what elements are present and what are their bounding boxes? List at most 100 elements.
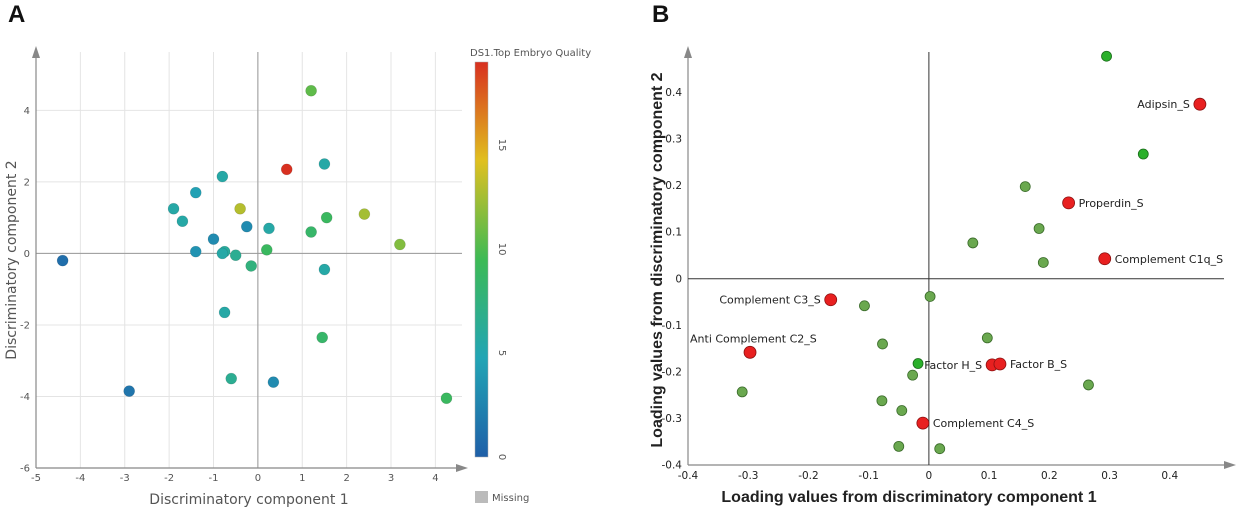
y-tick-label: -2 <box>20 320 30 331</box>
loading-point <box>877 338 888 350</box>
panel-b-zero-lines <box>688 52 1224 465</box>
data-point <box>280 163 293 176</box>
panel-a-grid <box>36 52 462 468</box>
panel-b-y-label: Loading values from discriminatory compo… <box>649 72 666 447</box>
y-tick-label: 4 <box>24 106 30 117</box>
x-tick-label: -2 <box>164 473 174 484</box>
panel-b-points: Adipsin_S Properdin_S Complement C1q_S Comp… <box>690 50 1223 455</box>
data-point <box>176 215 189 228</box>
point-label: Adipsin_S <box>1137 98 1190 111</box>
panel-b-label: B <box>652 1 669 28</box>
data-point <box>167 202 180 215</box>
x-tick-label: -0.1 <box>858 470 879 482</box>
labeled-loading-point <box>993 357 1007 371</box>
y-tick-label: 0.1 <box>665 227 682 239</box>
data-point <box>305 226 317 238</box>
colorbar-tick-label: 15 <box>496 139 507 152</box>
data-point <box>358 208 371 220</box>
data-point <box>316 331 329 344</box>
data-point <box>234 202 246 215</box>
colorbar-title: DS1.Top Embryo Quality <box>470 48 591 59</box>
y-tick-label: 2 <box>24 177 30 188</box>
loading-point <box>981 332 993 344</box>
loading-point <box>967 237 979 249</box>
loading-point <box>907 369 919 381</box>
y-tick-label: -6 <box>20 464 30 475</box>
x-tick-label: 2 <box>343 473 349 484</box>
data-point <box>225 372 238 385</box>
data-point <box>216 247 229 260</box>
x-tick-label: -5 <box>31 473 41 484</box>
loading-point <box>924 291 936 302</box>
labeled-loading-point <box>916 416 930 430</box>
y-tick-label: 0.2 <box>665 180 682 192</box>
labeled-loading-point <box>743 345 757 359</box>
panel-a-plot: -5 -4 -3 -2 -1 0 1 2 3 4 -6 -4 -2 0 2 4 Discriminatory … <box>4 46 468 508</box>
panel-a-y-label: Discriminatory component 2 <box>4 160 20 359</box>
loading-point <box>1033 223 1045 234</box>
x-tick-label: 4 <box>432 473 438 484</box>
colorbar-missing-label: Missing <box>492 493 529 504</box>
point-label: Complement C3_S <box>719 294 820 307</box>
data-point <box>260 244 273 256</box>
data-point <box>320 211 333 224</box>
labeled-loading-point <box>824 293 838 307</box>
loading-point <box>736 386 748 398</box>
panel-a-y-arrow-icon <box>32 46 40 58</box>
data-point <box>189 245 202 258</box>
panel-b-x-label: Loading values from discriminatory compo… <box>721 489 1096 506</box>
colorbar-gradient <box>474 61 489 458</box>
loading-point <box>934 443 946 455</box>
y-tick-label: 0.4 <box>665 87 682 99</box>
data-point <box>394 238 406 251</box>
panel-b-ticks: -0.4 -0.3 -0.2 -0.1 0 0.1 0.2 0.3 0.4 -0.4 -0.3 -0.… <box>662 87 1179 482</box>
loading-point <box>876 395 888 407</box>
y-tick-label: -0.3 <box>662 413 683 425</box>
x-tick-label: 0 <box>255 473 261 484</box>
data-point <box>240 220 253 233</box>
x-tick-label: -0.3 <box>738 470 759 482</box>
panel-a-x-label: Discriminatory component 1 <box>149 492 348 508</box>
data-point <box>123 385 135 397</box>
loading-point-highlight <box>1101 50 1112 62</box>
panel-b-x-arrow-icon <box>1224 461 1236 469</box>
loading-point <box>1037 257 1049 268</box>
x-tick-label: -0.4 <box>678 470 699 482</box>
loading-point <box>893 440 905 452</box>
data-point <box>267 376 280 388</box>
colorbar-ticks: 0 5 10 15 <box>496 139 507 460</box>
y-tick-label: -4 <box>20 392 30 403</box>
panel-a-points <box>56 84 453 405</box>
x-tick-label: 0.1 <box>981 470 998 482</box>
y-tick-label: 0.3 <box>665 134 682 146</box>
panel-a-ticks: -5 -4 -3 -2 -1 0 1 2 3 4 -6 -4 -2 0 2 4 <box>20 106 439 484</box>
data-point <box>207 233 220 245</box>
data-point <box>305 84 317 97</box>
data-point <box>229 249 242 262</box>
data-point <box>216 170 229 183</box>
data-point <box>189 186 202 199</box>
labeled-loading-point <box>1062 196 1076 210</box>
y-tick-label: -0.1 <box>662 320 683 332</box>
x-tick-label: -1 <box>209 473 219 484</box>
panel-b-y-arrow-icon <box>684 46 692 58</box>
point-label: Factor B_S <box>1010 358 1067 371</box>
point-label: Properdin_S <box>1079 197 1144 210</box>
x-tick-label: 1 <box>299 473 305 484</box>
loading-point <box>859 300 870 312</box>
y-tick-label: 0 <box>675 273 682 285</box>
data-point <box>318 263 331 276</box>
loading-point <box>1083 379 1094 391</box>
loading-point-highlight <box>1137 148 1149 160</box>
x-tick-label: 0.4 <box>1161 470 1178 482</box>
x-tick-label: -3 <box>120 473 130 484</box>
y-tick-label: 0 <box>24 249 30 260</box>
panel-a-label: A <box>8 1 25 28</box>
colorbar-tick-label: 0 <box>496 454 507 460</box>
data-point <box>218 306 231 319</box>
labeled-loading-point <box>1098 252 1112 266</box>
colorbar-tick-label: 10 <box>496 243 507 256</box>
data-point <box>56 254 69 267</box>
y-tick-label: -0.2 <box>662 366 683 378</box>
